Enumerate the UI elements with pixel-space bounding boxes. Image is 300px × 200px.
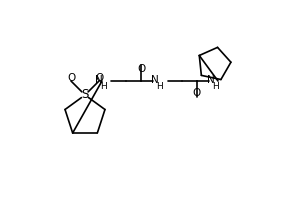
Text: H: H xyxy=(100,82,107,90)
Text: N: N xyxy=(95,75,103,85)
Text: O: O xyxy=(193,88,201,98)
Text: O: O xyxy=(95,73,103,83)
Text: H: H xyxy=(212,82,219,90)
Text: O: O xyxy=(67,73,75,83)
Text: S: S xyxy=(81,88,89,102)
Text: H: H xyxy=(156,82,163,90)
Text: N: N xyxy=(151,75,159,85)
Text: N: N xyxy=(207,75,215,85)
Text: O: O xyxy=(137,64,145,74)
